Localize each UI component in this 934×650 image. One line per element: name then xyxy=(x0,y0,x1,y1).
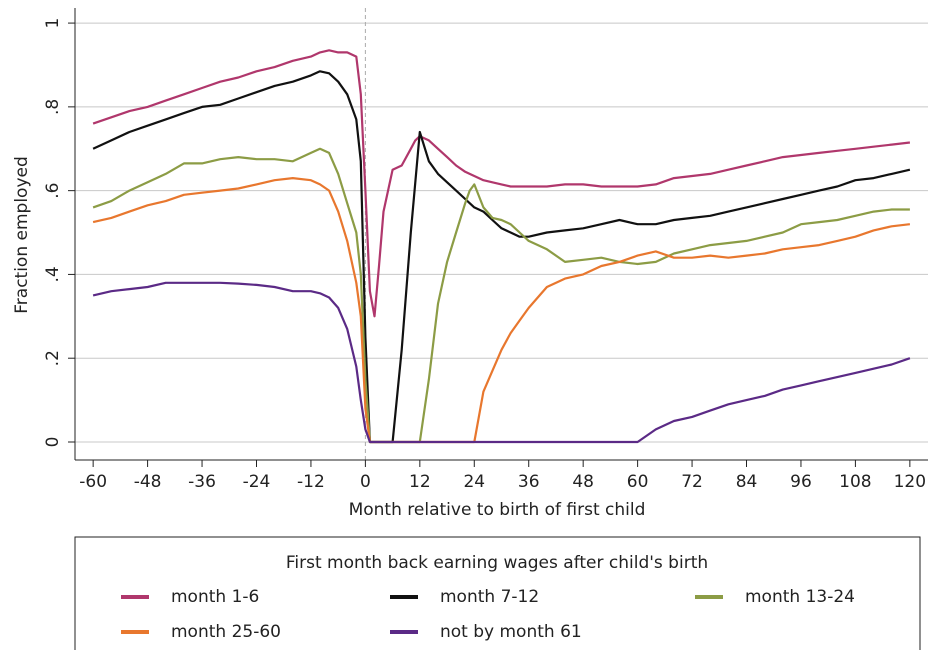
y-axis-label: Fraction employed xyxy=(12,156,32,314)
x-tick-label: -12 xyxy=(297,472,325,492)
x-tick-label: 0 xyxy=(360,472,371,492)
legend-label: not by month 61 xyxy=(440,622,582,642)
x-tick-label: 120 xyxy=(894,472,926,492)
series-line xyxy=(92,147,910,444)
y-tick-label: .8 xyxy=(43,99,63,115)
legend-label: month 13-24 xyxy=(745,587,855,607)
x-tick-label: -24 xyxy=(243,472,271,492)
x-tick-label: 108 xyxy=(839,472,871,492)
x-tick-label: 60 xyxy=(627,472,649,492)
legend-label: month 7-12 xyxy=(440,587,539,607)
x-tick-label: -36 xyxy=(188,472,216,492)
x-tick-label: 84 xyxy=(736,472,758,492)
series-line xyxy=(92,281,911,444)
x-tick-label: 36 xyxy=(518,472,540,492)
y-tick-label: .4 xyxy=(43,266,63,282)
x-tick-label: 72 xyxy=(681,472,703,492)
series-line xyxy=(92,70,911,444)
x-tick-label: -60 xyxy=(79,472,107,492)
y-tick-label: 1 xyxy=(43,18,63,29)
series-line xyxy=(92,177,911,444)
x-tick-label: -48 xyxy=(134,472,162,492)
series-line xyxy=(92,49,911,318)
legend-label: month 25-60 xyxy=(171,622,281,642)
x-tick-label: 24 xyxy=(463,472,485,492)
legend-box xyxy=(74,536,921,650)
legend-label: month 1-6 xyxy=(171,587,259,607)
legend-title: First month back earning wages after chi… xyxy=(286,553,708,573)
x-tick-label: 12 xyxy=(409,472,431,492)
x-tick-label: 96 xyxy=(790,472,812,492)
x-tick-label: 48 xyxy=(572,472,594,492)
y-tick-label: .6 xyxy=(43,183,63,199)
y-tick-label: 0 xyxy=(43,437,63,448)
x-axis-label: Month relative to birth of first child xyxy=(349,500,646,520)
y-tick-label: .2 xyxy=(43,350,63,366)
